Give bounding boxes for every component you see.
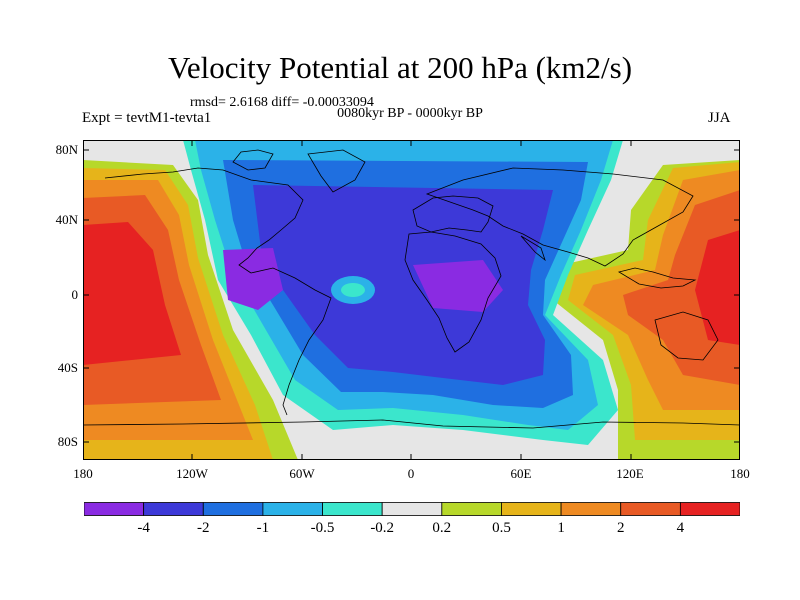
lon-label-60e: 60E [510, 466, 532, 481]
colorbar-label: -1 [256, 520, 270, 536]
colorbar-label: 1 [557, 520, 565, 536]
colorbar-swatch [262, 502, 323, 516]
colorbar-swatch [143, 502, 204, 516]
colorbar [84, 502, 740, 516]
lat-label-40n: 40N [55, 212, 78, 227]
stats-text: rmsd= 2.6168 diff= -0.00033094 [190, 95, 374, 110]
east-positive-region [553, 160, 740, 460]
colorbar-label: 0.2 [432, 520, 452, 536]
lat-label-80s: 80S [57, 434, 78, 449]
lon-ticks [191, 140, 632, 460]
colorbar-label: -2 [197, 520, 210, 536]
lon-label-120e: 120E [616, 466, 644, 481]
colorbar-label: 2 [616, 520, 625, 536]
colorbar-swatch [560, 502, 622, 516]
colorbar-label: -4 [137, 520, 150, 536]
colorbar-swatch [202, 502, 264, 516]
lon-label-180w: 180 [73, 466, 93, 481]
colorbar-label: -0.5 [310, 520, 335, 536]
colorbar-label: 4 [676, 520, 685, 536]
experiment-label: Expt = tevtM1-tevta1 [82, 110, 212, 126]
period-text: 0080kyr BP - 0000kyr BP [337, 106, 483, 121]
colorbar-swatch [679, 502, 740, 516]
lat-ticks [83, 149, 740, 443]
season-label: JJA [708, 110, 731, 126]
coastlines [83, 149, 740, 429]
colorbar-swatch [381, 502, 443, 516]
colorbar-label: -0.2 [370, 520, 395, 536]
lat-label-40s: 40S [57, 360, 78, 375]
lon-label-0: 0 [407, 466, 415, 481]
colorbar-swatch [84, 502, 145, 516]
lon-label-60w: 60W [289, 466, 315, 481]
colorbar-swatch [501, 502, 562, 516]
lat-label-0: 0 [71, 287, 79, 302]
map-title: Velocity Potential at 200 hPa (km2/s) [167, 50, 633, 85]
colorbar-swatch [620, 502, 681, 516]
lon-label-120w: 120W [176, 466, 208, 481]
lat-label-80n: 80N [55, 142, 78, 157]
colorbar-label: 0.5 [492, 520, 511, 536]
velocity-potential-map [83, 140, 740, 460]
lon-label-180e: 180 [730, 466, 750, 481]
colorbar-swatch [322, 502, 383, 516]
west-positive-region [83, 160, 298, 460]
colorbar-swatch [441, 502, 502, 516]
